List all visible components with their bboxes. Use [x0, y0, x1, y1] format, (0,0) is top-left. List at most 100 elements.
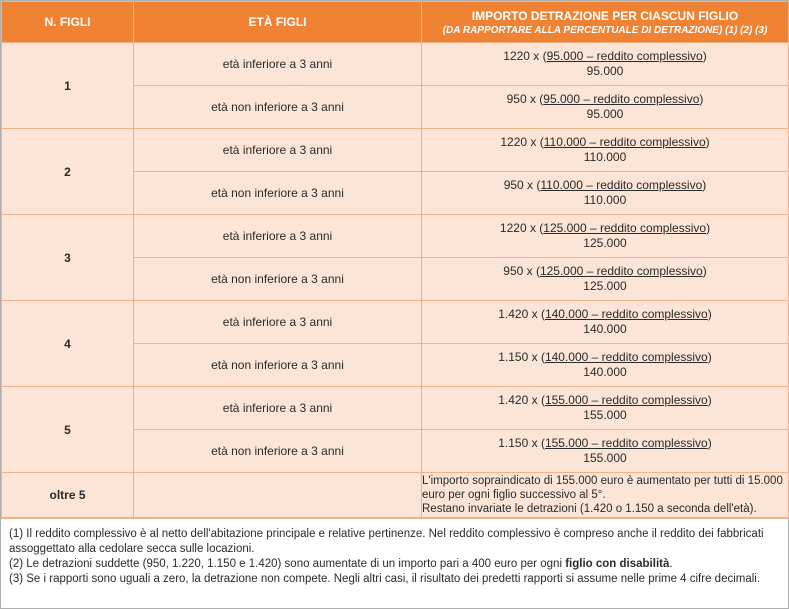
formula-close-paren: ): [702, 264, 707, 278]
formula-numerator: 140.000 – reddito complessivo: [544, 307, 708, 321]
formula-close-paren: ): [707, 350, 712, 364]
formula-multiplier: 1220 x (: [500, 135, 544, 149]
formula-multiplier: 1220 x (: [499, 221, 544, 235]
formula-denominator: 155.000: [583, 408, 627, 422]
formula-cell: 1.420 x (140.000 – reddito complessivo) 1…: [421, 300, 789, 344]
formula-numerator: 110.000 – reddito complessivo: [543, 135, 706, 149]
table-row: 1 età inferiore a 3 anni 1220 x (95.000 – …: [1, 42, 789, 129]
formula-denominator: 110.000: [583, 193, 627, 207]
eta-cell-empty: [133, 472, 422, 518]
table-row: 4 età inferiore a 3 anni 1.420 x (140.000 …: [1, 300, 789, 387]
footnote-2-bold: figlio con disabilità: [565, 558, 670, 570]
n-figli-cell: 4: [1, 300, 134, 387]
detrazioni-table: N. FIGLI ETÀ FIGLI IMPORTO DETRAZIONE PE…: [1, 1, 789, 518]
eta-cell: età inferiore a 3 anni: [133, 42, 422, 86]
footnote-2-end: .: [669, 558, 673, 570]
eta-cell: età inferiore a 3 anni: [133, 214, 422, 258]
table-row: età non inferiore a 3 anni 1.150 x (140.0…: [2, 343, 789, 387]
formula-denominator: 110.000: [583, 150, 627, 164]
n-figli-cell: 5: [1, 386, 134, 473]
eta-cell: età non inferiore a 3 anni: [133, 171, 422, 215]
formula-multiplier: 950 x (: [506, 92, 544, 106]
formula-numerator-line: 1220 x (95.000 – reddito complessivo): [422, 49, 788, 64]
table-row: età non inferiore a 3 anni 950 x (95.000 …: [2, 85, 789, 129]
table-row: età non inferiore a 3 anni 950 x (110.000…: [2, 171, 789, 215]
eta-cell: età inferiore a 3 anni: [133, 386, 422, 430]
formula-numerator: 110.000 – reddito complessivo: [540, 178, 703, 192]
formula-close-paren: ): [707, 436, 712, 450]
formula-multiplier: 1220 x (: [503, 49, 547, 63]
formula-denominator: 125.000: [583, 236, 627, 250]
formula-multiplier: 950 x (: [503, 178, 541, 192]
table-body: 1 età inferiore a 3 anni 1220 x (95.000 – …: [1, 42, 789, 518]
formula-cell: 950 x (95.000 – reddito complessivo) 95.0…: [421, 85, 789, 129]
header-importo-title: IMPORTO DETRAZIONE PER CIASCUN FIGLIO: [471, 8, 739, 23]
eta-cell: età non inferiore a 3 anni: [133, 257, 422, 301]
header-importo: IMPORTO DETRAZIONE PER CIASCUN FIGLIO (D…: [421, 1, 789, 43]
table-row: 2 età inferiore a 3 anni 1220 x (110.000 –…: [1, 128, 789, 215]
formula-denominator: 95.000: [586, 107, 624, 121]
footnote-2: (2) Le detrazioni suddette (950, 1.220, …: [9, 557, 780, 572]
formula-numerator-line: 1.150 x (140.000 – reddito complessivo): [422, 350, 788, 365]
footnote-3: (3) Se i rapporti sono uguali a zero, la…: [9, 573, 761, 585]
header-importo-subtitle: (DA RAPPORTARE ALLA PERCENTUALE DI DETRA…: [442, 24, 768, 36]
table-row: età non inferiore a 3 anni 1.150 x (155.0…: [2, 429, 789, 473]
formula-numerator-line: 1.150 x (155.000 – reddito complessivo): [422, 436, 788, 451]
formula-cell: 1.150 x (155.000 – reddito complessivo) 1…: [421, 429, 789, 473]
n-figli-cell: 3: [1, 214, 134, 301]
formula-close-paren: ): [702, 178, 707, 192]
formula-numerator-line: 1220 x (110.000 – reddito complessivo): [422, 135, 788, 150]
formula-cell: 1220 x (95.000 – reddito complessivo) 95.…: [421, 42, 789, 86]
formula-close-paren: ): [707, 393, 712, 407]
eta-cell: età non inferiore a 3 anni: [133, 343, 422, 387]
formula-denominator: 95.000: [586, 64, 624, 78]
formula-close-paren: ): [699, 92, 704, 106]
formula-numerator-line: 1.420 x (140.000 – reddito complessivo): [422, 307, 788, 322]
formula-cell: 950 x (125.000 – reddito complessivo) 125…: [421, 257, 789, 301]
formula-cell: 1220 x (125.000 – reddito complessivo) 12…: [421, 214, 789, 258]
table-row: 3 età inferiore a 3 anni 1220 x (125.000 –…: [1, 214, 789, 301]
formula-numerator: 95.000 – reddito complessivo: [546, 49, 703, 63]
formula-cell: 1220 x (110.000 – reddito complessivo) 11…: [421, 128, 789, 172]
footnote-1: (1) Il reddito complessivo è al netto de…: [9, 528, 764, 555]
formula-denominator: 125.000: [583, 279, 627, 293]
formula-numerator-line: 950 x (125.000 – reddito complessivo): [422, 264, 788, 279]
formula-cell: 1.420 x (155.000 – reddito complessivo) 1…: [421, 386, 789, 430]
n-figli-cell: 1: [1, 42, 134, 129]
n-figli-cell: 2: [1, 128, 134, 215]
formula-numerator-line: 950 x (110.000 – reddito complessivo): [422, 178, 788, 193]
eta-cell: età inferiore a 3 anni: [133, 300, 422, 344]
formula-numerator: 125.000 – reddito complessivo: [543, 221, 707, 235]
formula-multiplier: 1.150 x (: [498, 350, 545, 364]
eta-cell: età non inferiore a 3 anni: [133, 429, 422, 473]
formula-denominator: 155.000: [583, 451, 627, 465]
formula-denominator: 140.000: [583, 365, 627, 379]
formula-close-paren: ): [707, 307, 712, 321]
header-n-figli: N. FIGLI: [1, 1, 134, 43]
oltre-note-line-2: Restano invariate le detrazioni (1.420 o…: [422, 503, 757, 515]
table-row: età non inferiore a 3 anni 950 x (125.000…: [2, 257, 789, 301]
oltre-note-line-1: L'importo sopraindicato di 155.000 euro …: [422, 475, 783, 501]
formula-cell: 950 x (110.000 – reddito complessivo) 110…: [421, 171, 789, 215]
formula-cell: 1.150 x (140.000 – reddito complessivo) 1…: [421, 343, 789, 387]
formula-numerator-line: 950 x (95.000 – reddito complessivo): [422, 92, 788, 107]
oltre-note-cell: L'importo sopraindicato di 155.000 euro …: [421, 472, 789, 518]
footnotes: (1) Il reddito complessivo è al netto de…: [1, 518, 788, 587]
formula-multiplier: 950 x (: [503, 264, 540, 278]
formula-multiplier: 1.150 x (: [498, 436, 545, 450]
eta-cell: età non inferiore a 3 anni: [133, 85, 422, 129]
formula-numerator: 155.000 – reddito complessivo: [544, 436, 708, 450]
header-eta-figli: ETÀ FIGLI: [133, 1, 422, 43]
formula-close-paren: ): [706, 221, 711, 235]
table-row: 5 età inferiore a 3 anni 1.420 x (155.000 …: [1, 386, 789, 473]
eta-cell: età inferiore a 3 anni: [133, 128, 422, 172]
formula-numerator: 140.000 – reddito complessivo: [544, 350, 708, 364]
footnote-2-text: (2) Le detrazioni suddette (950, 1.220, …: [9, 558, 566, 570]
formula-close-paren: ): [705, 135, 710, 149]
formula-close-paren: ): [702, 49, 707, 63]
formula-denominator: 140.000: [583, 322, 627, 336]
n-figli-cell: oltre 5: [1, 472, 134, 518]
formula-numerator: 155.000 – reddito complessivo: [544, 393, 708, 407]
formula-numerator-line: 1.420 x (155.000 – reddito complessivo): [422, 393, 788, 408]
